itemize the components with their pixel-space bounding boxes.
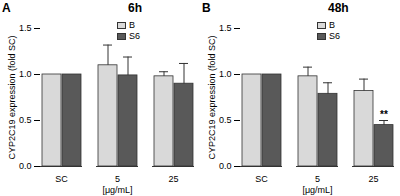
svg-text:[μg/mL]: [μg/mL]: [102, 185, 132, 195]
svg-text:0.5: 0.5: [19, 115, 32, 125]
svg-text:0.0: 0.0: [219, 161, 232, 171]
svg-text:1.0: 1.0: [219, 69, 232, 79]
svg-text:25: 25: [368, 174, 378, 184]
svg-text:[μg/mL]: [μg/mL]: [302, 185, 332, 195]
svg-text:0.5: 0.5: [219, 115, 232, 125]
html-text:B: B: [202, 1, 211, 15]
svg-text:CYP2C19 expression (fold SC): CYP2C19 expression (fold SC): [207, 35, 217, 159]
svg-text:0.0: 0.0: [19, 161, 32, 171]
svg-text:1.5: 1.5: [19, 23, 32, 33]
svg-text:1.5: 1.5: [219, 23, 232, 33]
svg-text:1.0: 1.0: [19, 69, 32, 79]
html-text:6h: 6h: [128, 1, 142, 15]
html-text:S6: S6: [329, 31, 340, 41]
svg-text:5: 5: [315, 174, 320, 184]
html-text:B: B: [329, 20, 335, 30]
svg-text:5: 5: [115, 174, 120, 184]
html-text:48h: 48h: [328, 1, 349, 15]
html-text:A: A: [2, 1, 11, 15]
svg-text:CYP2C19 expression (fold SC): CYP2C19 expression (fold SC): [7, 35, 17, 159]
svg-text:25: 25: [168, 174, 178, 184]
html-text:B: B: [129, 20, 135, 30]
html-text:S6: S6: [129, 31, 140, 41]
svg-text:**: **: [380, 109, 388, 120]
svg-text:SC: SC: [255, 174, 268, 184]
svg-text:SC: SC: [55, 174, 68, 184]
